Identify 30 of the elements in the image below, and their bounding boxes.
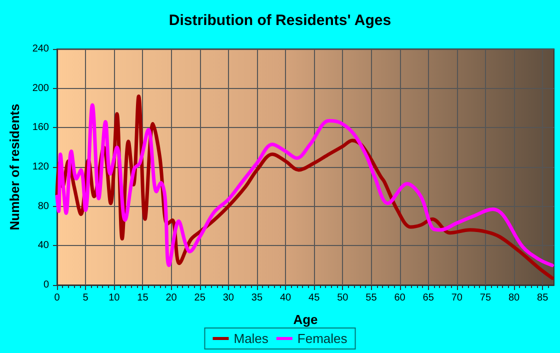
y-tick-label: 200 <box>32 82 50 94</box>
x-tick-label: 15 <box>137 292 149 304</box>
y-tick-label: 40 <box>38 240 50 252</box>
y-tick-label: 120 <box>32 162 50 172</box>
x-tick-label: 70 <box>451 292 463 304</box>
x-axis-title: Age <box>293 312 318 327</box>
x-tick-label: 10 <box>108 292 120 304</box>
legend-label: Females <box>297 331 348 346</box>
x-tick-label: 45 <box>308 292 320 304</box>
y-tick-label: 80 <box>38 200 50 212</box>
x-tick-label: 85 <box>537 292 549 304</box>
chart-title: Distribution of Residents' Ages <box>168 12 392 29</box>
x-tick-label: 25 <box>194 292 206 304</box>
x-tick-label: 5 <box>82 292 89 304</box>
y-tick-label: 0 <box>43 280 50 290</box>
legend-label: Males <box>234 331 269 346</box>
x-tick-label: 75 <box>480 292 492 304</box>
x-tick-label: 65 <box>422 292 434 304</box>
x-tick-label: 80 <box>508 292 520 304</box>
y-tick-label: 160 <box>32 122 50 134</box>
y-tick-label: 240 <box>32 44 50 54</box>
x-tick-label: 0 <box>54 292 60 304</box>
x-tick-label: 40 <box>280 292 292 304</box>
x-tick-label: 30 <box>222 292 234 304</box>
x-tick-label: 50 <box>337 292 349 304</box>
x-tick-label: 20 <box>166 292 178 304</box>
x-tick-label: 55 <box>366 292 378 304</box>
x-tick-label: 60 <box>394 292 406 304</box>
y-axis-title: Number of residents <box>7 104 22 230</box>
x-tick-label: 35 <box>251 292 263 304</box>
